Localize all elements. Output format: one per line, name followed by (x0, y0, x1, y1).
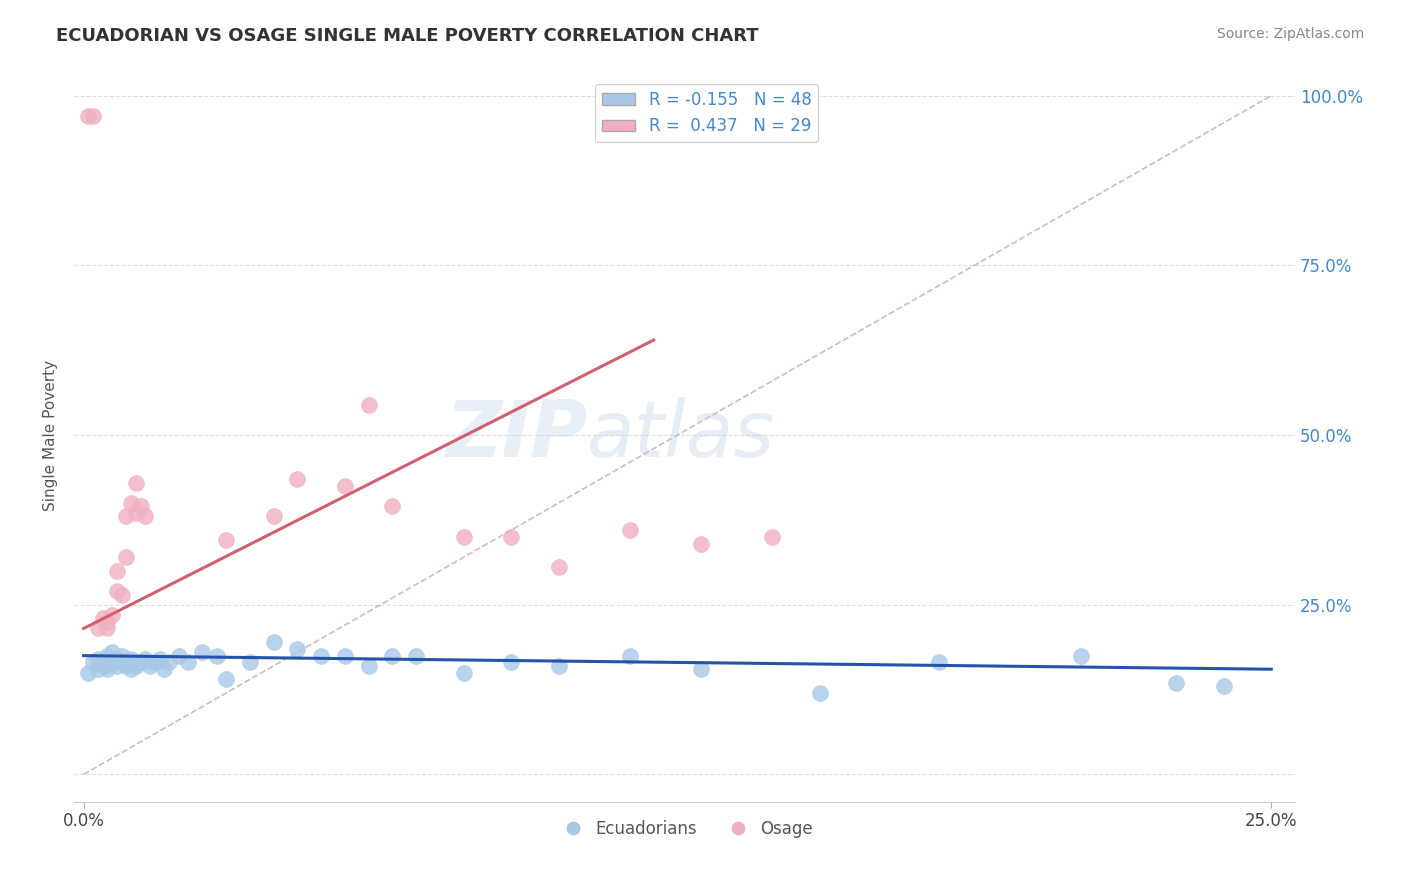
Text: atlas: atlas (586, 397, 775, 473)
Point (1212, 679, 1234, 693)
Point (215, 533, 238, 548)
Point (96, 648, 118, 663)
Point (134, 509, 156, 524)
Point (153, 662, 176, 676)
Point (761, 530, 783, 544)
Point (96, 615, 118, 629)
Point (453, 665, 475, 680)
Point (177, 656, 200, 670)
Point (139, 658, 162, 673)
Point (115, 550, 138, 565)
Point (263, 509, 285, 524)
Point (91, 658, 114, 673)
Point (115, 656, 138, 670)
Text: ECUADORIAN VS OSAGE SINGLE MALE POVERTY CORRELATION CHART: ECUADORIAN VS OSAGE SINGLE MALE POVERTY … (56, 27, 759, 45)
Point (309, 648, 332, 663)
Point (129, 656, 152, 670)
Point (287, 641, 309, 656)
Point (115, 509, 138, 524)
Point (215, 673, 238, 687)
Point (77, 109, 100, 123)
Point (690, 662, 713, 676)
Point (205, 648, 228, 663)
Point (405, 648, 427, 663)
Point (105, 658, 128, 673)
Point (125, 658, 148, 673)
Point (129, 500, 152, 514)
Point (453, 530, 475, 544)
Y-axis label: Single Male Poverty: Single Male Poverty (44, 359, 58, 510)
Point (125, 475, 148, 490)
Point (120, 652, 142, 666)
Point (91, 611, 114, 625)
Point (110, 648, 132, 663)
Point (101, 607, 124, 622)
Point (333, 648, 356, 663)
Point (619, 648, 641, 663)
Point (263, 635, 285, 649)
Point (501, 656, 523, 670)
Point (82, 656, 104, 670)
Point (115, 658, 138, 673)
Point (501, 530, 523, 544)
Point (87, 622, 110, 636)
Point (105, 652, 128, 666)
Point (82, 109, 104, 123)
Point (157, 656, 180, 670)
Point (87, 662, 110, 676)
Text: Source: ZipAtlas.com: Source: ZipAtlas.com (1216, 27, 1364, 41)
Point (110, 656, 132, 670)
Point (357, 658, 380, 673)
Point (110, 588, 132, 602)
Point (149, 652, 172, 666)
Legend: Ecuadorians, Osage: Ecuadorians, Osage (550, 814, 820, 845)
Point (381, 500, 404, 514)
Point (167, 648, 190, 663)
Point (101, 645, 124, 659)
Point (105, 564, 128, 578)
Point (96, 662, 118, 676)
Point (96, 622, 118, 636)
Point (333, 479, 356, 493)
Point (547, 560, 569, 574)
Point (619, 523, 641, 537)
Text: ZIP: ZIP (444, 397, 586, 473)
Point (120, 662, 142, 676)
Point (928, 656, 950, 670)
Point (101, 656, 124, 670)
Point (690, 536, 713, 550)
Point (547, 658, 569, 673)
Point (134, 652, 156, 666)
Point (87, 652, 110, 666)
Point (357, 397, 380, 411)
Point (1166, 675, 1188, 690)
Point (1070, 648, 1092, 663)
Point (239, 656, 262, 670)
Point (381, 648, 404, 663)
Point (287, 472, 309, 486)
Point (143, 656, 166, 670)
Point (191, 645, 214, 659)
Point (105, 584, 128, 599)
Point (77, 665, 100, 680)
Point (125, 506, 148, 520)
Point (120, 496, 142, 510)
Point (808, 686, 831, 700)
